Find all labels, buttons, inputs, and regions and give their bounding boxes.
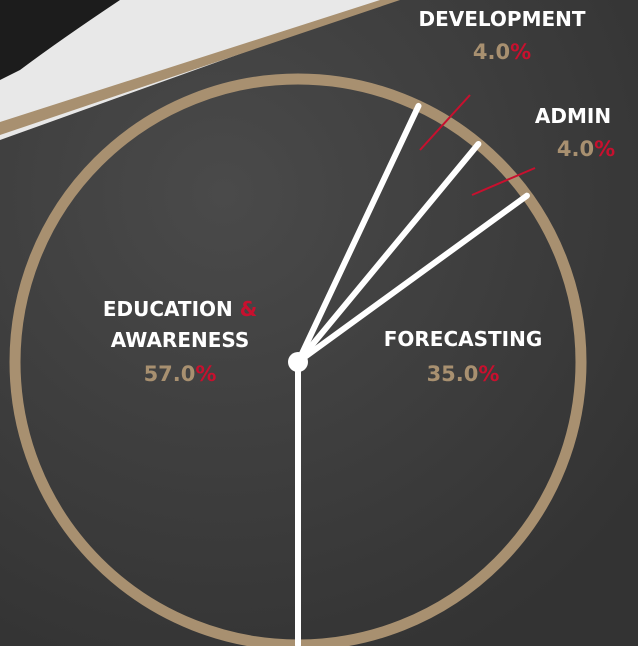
- category-label: DEVELOPMENT: [418, 7, 585, 31]
- label-part: 4.0: [473, 40, 510, 64]
- label-part: %: [510, 40, 531, 64]
- pie-center: [288, 352, 308, 372]
- category-label: ADMIN: [535, 104, 611, 128]
- value-label: 35.0%: [427, 362, 500, 386]
- label-part: AWARENESS: [111, 328, 250, 352]
- page: {"chart_data": {"type": "pie", "categori…: [0, 0, 638, 646]
- label-part: 57.0: [144, 362, 196, 386]
- value-label: 57.0%: [144, 362, 217, 386]
- value-label: 4.0%: [557, 137, 615, 161]
- value-label: 4.0%: [473, 40, 531, 64]
- label-part: &: [240, 297, 257, 321]
- label-part: %: [478, 362, 499, 386]
- label-part: %: [594, 137, 615, 161]
- label-part: %: [195, 362, 216, 386]
- label-part: DEVELOPMENT: [418, 7, 585, 31]
- category-label: FORECASTING: [384, 327, 543, 351]
- label-part: 35.0: [427, 362, 479, 386]
- chart: EDUCATION & AWARENESS 57.0% DEVELOPMENT 4.0%…: [0, 0, 638, 646]
- label-part: 4.0: [557, 137, 594, 161]
- label-part: ADMIN: [535, 104, 611, 128]
- label-part: FORECASTING: [384, 327, 543, 351]
- label-part: EDUCATION: [103, 297, 240, 321]
